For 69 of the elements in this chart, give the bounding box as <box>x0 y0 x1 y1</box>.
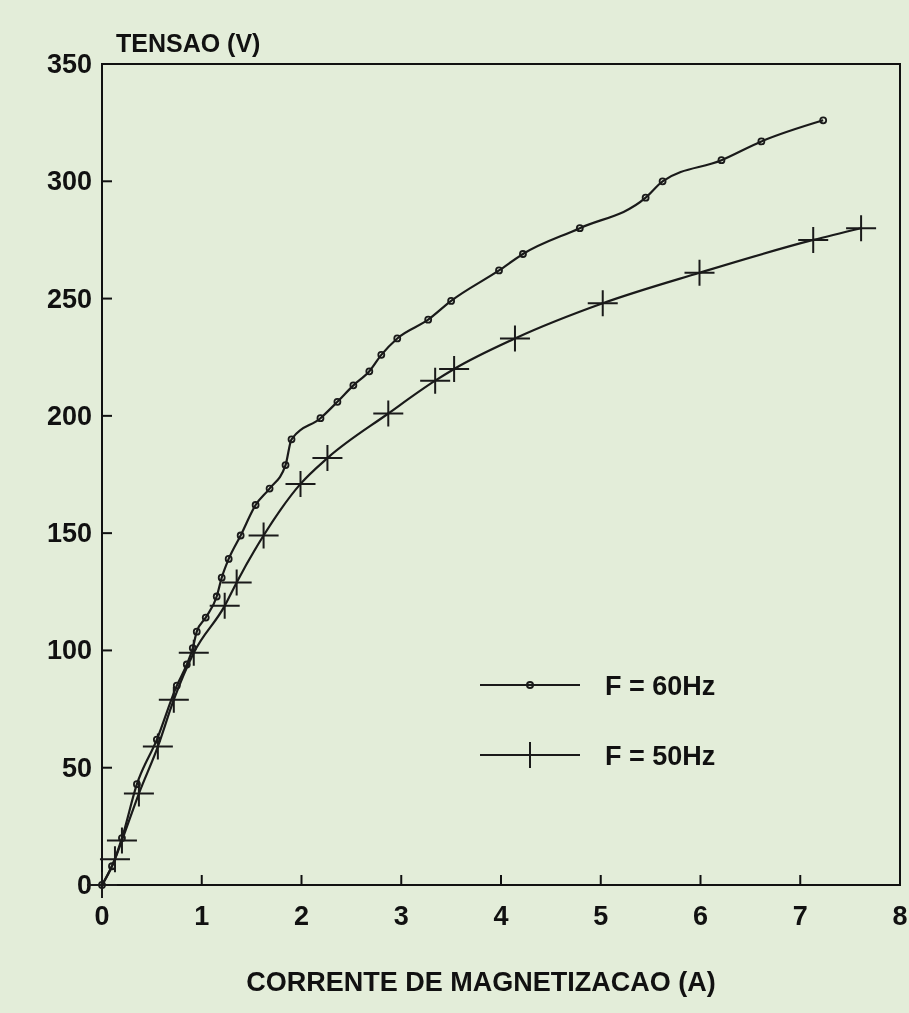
point <box>439 355 470 382</box>
point <box>212 592 221 601</box>
point <box>349 381 358 390</box>
point <box>209 592 240 619</box>
y-tick-label: 350 <box>46 49 92 79</box>
point <box>133 780 141 789</box>
legend-label: F = 60Hz <box>605 671 716 701</box>
point <box>365 367 374 376</box>
point <box>658 177 667 186</box>
y-tick-label: 150 <box>46 518 92 549</box>
point <box>312 445 343 472</box>
point <box>217 573 226 582</box>
point <box>377 350 386 359</box>
x-tick-label: 3 <box>393 901 409 931</box>
point <box>152 735 161 744</box>
y-tick-label: 250 <box>46 283 92 314</box>
point <box>108 862 116 871</box>
y-axis-title: TENSAO (V) <box>116 29 261 57</box>
y-tick-label: 200 <box>46 400 92 431</box>
y-tick-label: 100 <box>46 635 92 666</box>
point <box>587 290 618 317</box>
point <box>221 569 252 596</box>
x-tick-label: 8 <box>892 901 908 931</box>
point <box>201 613 210 622</box>
x-tick-label: 2 <box>293 901 310 931</box>
point <box>447 297 456 305</box>
point <box>106 827 137 854</box>
point <box>192 627 201 636</box>
x-tick-label: 7 <box>792 901 808 931</box>
point <box>236 531 245 540</box>
point <box>172 681 181 690</box>
point <box>281 461 290 470</box>
y-tick-label: 300 <box>46 166 92 197</box>
x-tick-label: 5 <box>593 901 609 931</box>
point <box>99 846 130 873</box>
point <box>373 400 404 427</box>
point <box>717 156 726 165</box>
point <box>641 193 650 202</box>
point <box>757 137 766 146</box>
point <box>393 334 402 343</box>
point <box>420 367 451 394</box>
point <box>251 501 260 509</box>
x-tick-label: 1 <box>194 901 210 931</box>
point <box>819 116 828 125</box>
point <box>499 325 530 352</box>
point <box>182 660 191 669</box>
point <box>285 470 316 497</box>
point <box>248 522 279 549</box>
point <box>178 639 209 666</box>
x-axis-title: CORRENTE DE MAGNETIZACAO (A) <box>246 967 716 997</box>
point <box>575 224 584 233</box>
legend-label: F = 50Hz <box>605 741 716 771</box>
point <box>316 414 325 423</box>
point <box>123 780 154 807</box>
point <box>798 226 829 253</box>
point <box>265 484 274 493</box>
x-tick-label: 6 <box>692 901 709 931</box>
y-tick-label: 50 <box>61 752 92 783</box>
point <box>846 215 877 242</box>
point <box>333 397 342 406</box>
point <box>519 250 527 258</box>
point <box>224 555 233 563</box>
point <box>142 733 173 760</box>
point <box>495 266 503 275</box>
point <box>158 686 189 713</box>
point <box>424 315 433 324</box>
point <box>287 435 296 444</box>
x-tick-label: 4 <box>493 901 509 931</box>
point <box>684 259 715 286</box>
